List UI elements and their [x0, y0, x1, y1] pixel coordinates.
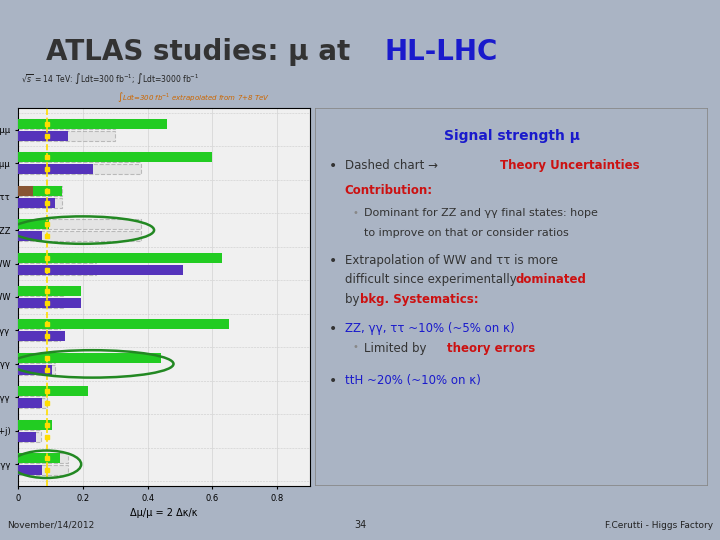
Bar: [18, 164, 141, 174]
Text: ttH ~20% (~10% on κ): ttH ~20% (~10% on κ): [345, 375, 481, 388]
Bar: [18, 332, 65, 341]
Text: 34: 34: [354, 520, 366, 530]
Bar: [18, 320, 229, 329]
Bar: [18, 131, 115, 141]
Text: ZZ, γγ, ττ ~10% (~5% on κ): ZZ, γγ, ττ ~10% (~5% on κ): [345, 322, 514, 335]
Text: F.Cerutti - Higgs Factory: F.Cerutti - Higgs Factory: [605, 521, 713, 530]
Bar: [18, 286, 63, 296]
Bar: [18, 119, 115, 129]
Bar: [18, 465, 68, 475]
Bar: [18, 198, 62, 208]
Text: Contribution:: Contribution:: [345, 184, 433, 197]
Text: •: •: [353, 208, 359, 218]
Bar: [18, 253, 222, 262]
Text: Limited by: Limited by: [364, 342, 431, 355]
Bar: [18, 219, 141, 229]
Bar: [18, 453, 68, 463]
Bar: [18, 399, 42, 408]
Bar: [18, 231, 141, 241]
Text: HL-LHC: HL-LHC: [384, 38, 498, 65]
Text: bkg. Systematics:: bkg. Systematics:: [361, 293, 479, 306]
Text: $\sqrt{s}$ = 14 TeV: $\int$Ldt=300 fb$^{-1}$; $\int$Ldt=3000 fb$^{-1}$: $\sqrt{s}$ = 14 TeV: $\int$Ldt=300 fb$^{…: [21, 71, 199, 85]
Bar: [18, 353, 161, 363]
Bar: [18, 353, 55, 363]
Bar: [18, 365, 52, 375]
Text: •: •: [329, 322, 338, 335]
Bar: [18, 420, 41, 430]
Bar: [18, 432, 41, 442]
Text: November/14/2012: November/14/2012: [7, 521, 94, 530]
Text: difficult since experimentally: difficult since experimentally: [345, 273, 521, 286]
Bar: [18, 265, 96, 274]
Text: ATLAS studies: μ at: ATLAS studies: μ at: [46, 38, 360, 65]
Bar: [18, 386, 88, 396]
Bar: [18, 186, 62, 195]
Text: Dashed chart →: Dashed chart →: [345, 159, 441, 172]
Bar: [18, 332, 60, 341]
Bar: [18, 198, 55, 208]
Text: Dominant for ZZ and γγ final states: hope: Dominant for ZZ and γγ final states: hop…: [364, 208, 598, 218]
Bar: [18, 119, 167, 129]
Bar: [18, 186, 62, 195]
Text: to improve on that or consider ratios: to improve on that or consider ratios: [364, 228, 570, 238]
Text: •: •: [329, 375, 338, 388]
Bar: [18, 365, 55, 375]
Bar: [18, 320, 60, 329]
Bar: [18, 399, 48, 408]
Bar: [18, 298, 81, 308]
Bar: [18, 131, 68, 141]
Bar: [18, 186, 32, 195]
Bar: [18, 152, 141, 162]
Text: •: •: [329, 159, 338, 173]
Text: Theory Uncertainties: Theory Uncertainties: [500, 159, 639, 172]
Text: by: by: [345, 293, 363, 306]
Text: Extrapolation of WW and ττ is more: Extrapolation of WW and ττ is more: [345, 254, 558, 267]
Bar: [18, 420, 52, 430]
Text: •: •: [329, 254, 338, 267]
Bar: [18, 453, 60, 463]
Bar: [18, 219, 49, 229]
Bar: [18, 286, 81, 296]
Bar: [18, 386, 48, 396]
Text: dominated: dominated: [516, 273, 586, 286]
Text: •: •: [353, 342, 359, 353]
Bar: [18, 465, 42, 475]
Bar: [18, 265, 184, 274]
Text: $\int$Ldt=300 fb$^{-1}$ extrapolated from 7+8 TeV: $\int$Ldt=300 fb$^{-1}$ extrapolated fro…: [117, 90, 270, 104]
Text: Signal strength μ: Signal strength μ: [444, 129, 580, 143]
Bar: [18, 231, 42, 241]
Bar: [18, 164, 93, 174]
X-axis label: Δμ/μ = 2 Δκ/κ: Δμ/μ = 2 Δκ/κ: [130, 508, 197, 518]
Text: theory errors: theory errors: [447, 342, 535, 355]
Bar: [18, 298, 63, 308]
Bar: [18, 432, 36, 442]
Bar: [18, 152, 212, 162]
Bar: [18, 253, 96, 262]
